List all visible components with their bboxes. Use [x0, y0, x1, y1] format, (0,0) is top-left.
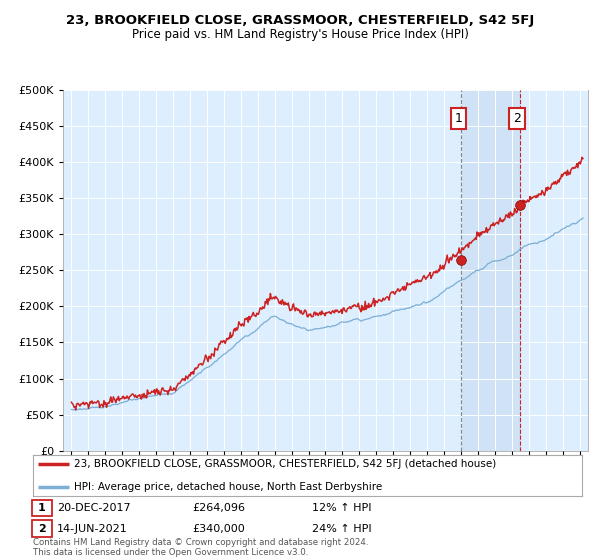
Text: Contains HM Land Registry data © Crown copyright and database right 2024.
This d: Contains HM Land Registry data © Crown c… [33, 538, 368, 557]
Bar [461, 90, 520, 451]
Text: 23, BROOKFIELD CLOSE, GRASSMOOR, CHESTERFIELD, S42 5FJ: 23, BROOKFIELD CLOSE, GRASSMOOR, CHESTER… [66, 14, 534, 27]
Text: 1: 1 [38, 503, 46, 514]
Text: 24% ↑ HPI: 24% ↑ HPI [312, 524, 371, 534]
Text: £340,000: £340,000 [192, 524, 245, 534]
Text: £264,096: £264,096 [192, 503, 245, 514]
Text: 12% ↑ HPI: 12% ↑ HPI [312, 503, 371, 514]
Text: 1: 1 [455, 112, 463, 125]
Text: 2: 2 [38, 524, 46, 534]
Text: 23, BROOKFIELD CLOSE, GRASSMOOR, CHESTERFIELD, S42 5FJ (detached house): 23, BROOKFIELD CLOSE, GRASSMOOR, CHESTER… [74, 459, 496, 469]
Text: Price paid vs. HM Land Registry's House Price Index (HPI): Price paid vs. HM Land Registry's House … [131, 28, 469, 41]
Text: 20-DEC-2017: 20-DEC-2017 [57, 503, 131, 514]
Text: 14-JUN-2021: 14-JUN-2021 [57, 524, 128, 534]
Text: 2: 2 [513, 112, 521, 125]
Text: HPI: Average price, detached house, North East Derbyshire: HPI: Average price, detached house, Nort… [74, 482, 382, 492]
